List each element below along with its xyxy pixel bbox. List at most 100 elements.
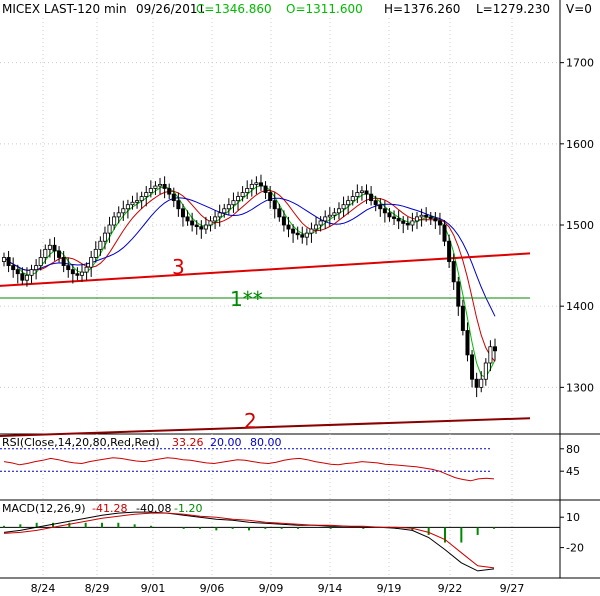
date-tick-label: 9/27 [500, 582, 525, 595]
candle-body [396, 218, 401, 222]
price-tick-label: 1600 [566, 138, 594, 151]
price-tick-label: 1400 [566, 300, 594, 313]
candle-body [222, 208, 227, 214]
candle-body [392, 216, 397, 219]
trend-lines [0, 252, 531, 438]
candle-body [199, 226, 204, 230]
header-symbol: MICEX LAST-120 min [2, 2, 127, 16]
rsi-panel [0, 448, 495, 482]
candle-body [447, 240, 452, 262]
candle-body [245, 188, 250, 193]
candle-body [89, 257, 94, 268]
candle-body [483, 362, 488, 380]
candle-body [387, 212, 392, 218]
macd-line [3, 511, 495, 572]
macd-tick-label: 10 [566, 511, 580, 524]
candle-body [112, 216, 117, 226]
candle-body [2, 257, 7, 262]
header-high: H=1376.260 [384, 2, 460, 16]
price-tick-label: 1500 [566, 219, 594, 232]
candle-body [410, 220, 415, 226]
candle-body [300, 234, 305, 238]
date-tick-label: 9/01 [141, 582, 166, 595]
header-volume: V=0 [566, 2, 592, 16]
date-tick-label: 9/19 [377, 582, 402, 595]
candle-body [121, 208, 126, 214]
candle-body [43, 248, 48, 258]
candle-body [323, 216, 328, 222]
candle-body [437, 220, 442, 226]
candle-body [52, 244, 57, 252]
candle-body [80, 271, 85, 276]
rsi-label: RSI(Close,14,20,80,Red,Red) [2, 436, 160, 449]
candle-body [369, 193, 374, 202]
candle-body [346, 200, 351, 206]
macd-signal-line [3, 512, 495, 569]
candle-body [419, 214, 424, 218]
candle-body [180, 208, 185, 218]
macd-hist-value: -1.20 [174, 502, 202, 515]
candle-body [102, 232, 107, 242]
candle-body [327, 214, 332, 218]
macd-label: MACD(12,26,9) [2, 502, 86, 515]
macd-tick-label: -20 [566, 542, 584, 555]
candle-body [479, 378, 484, 388]
candle-body [336, 208, 341, 214]
date-tick-label: 8/24 [31, 582, 56, 595]
candle-body [314, 224, 319, 230]
date-tick-label: 9/06 [200, 582, 225, 595]
candle-body [488, 346, 493, 364]
macd-value: -41.28 [92, 502, 127, 515]
candle-body [304, 232, 309, 238]
candle-body [24, 274, 29, 281]
candle-body [135, 200, 140, 203]
chart-frame [0, 0, 600, 579]
candle-body [295, 232, 300, 236]
candle-body [254, 182, 259, 185]
ma-slow-line [3, 197, 496, 317]
candle-body [277, 208, 282, 218]
rsi-low: 20.00 [210, 436, 242, 449]
candle-body [470, 354, 475, 380]
date-tick-label: 9/09 [259, 582, 284, 595]
ma-mid-line [3, 190, 496, 362]
candle-body [359, 190, 364, 193]
candle-body [47, 244, 52, 250]
candle-body [414, 216, 419, 222]
candle-body [176, 200, 181, 210]
trendline-3 [0, 252, 531, 287]
candle-body [15, 269, 20, 275]
candle-body [213, 216, 218, 222]
price-candles [2, 174, 497, 398]
y-axis-ticks: 1300 1400 1500 1600 1700 45 80 10 -20 [560, 57, 594, 555]
candle-body [451, 261, 456, 283]
candle-body [194, 224, 199, 228]
candle-body [378, 204, 383, 210]
rsi-tick-label: 80 [566, 443, 580, 456]
rsi-high: 80.00 [250, 436, 282, 449]
trendline-label-1: 1** [230, 287, 263, 311]
candle-body [139, 196, 144, 202]
candle-body [208, 220, 213, 226]
trendline-2 [0, 417, 531, 438]
candle-body [107, 224, 112, 234]
rsi-line [3, 457, 495, 482]
candle-body [272, 200, 277, 210]
candle-body [61, 257, 66, 266]
macd-panel [0, 511, 560, 572]
candle-body [465, 330, 470, 356]
header-low: L=1279.230 [476, 2, 550, 16]
candle-body [424, 214, 429, 218]
candle-body [11, 265, 16, 271]
candle-body [249, 184, 254, 189]
candle-body [373, 200, 378, 206]
rsi-tick-label: 45 [566, 465, 580, 478]
date-tick-label: 9/22 [438, 582, 463, 595]
candle-body [309, 228, 314, 234]
candle-body [162, 184, 167, 189]
candle-body [258, 182, 263, 187]
candle-body [291, 228, 296, 234]
date-tick-label: 8/29 [85, 582, 110, 595]
candle-body [332, 212, 337, 216]
